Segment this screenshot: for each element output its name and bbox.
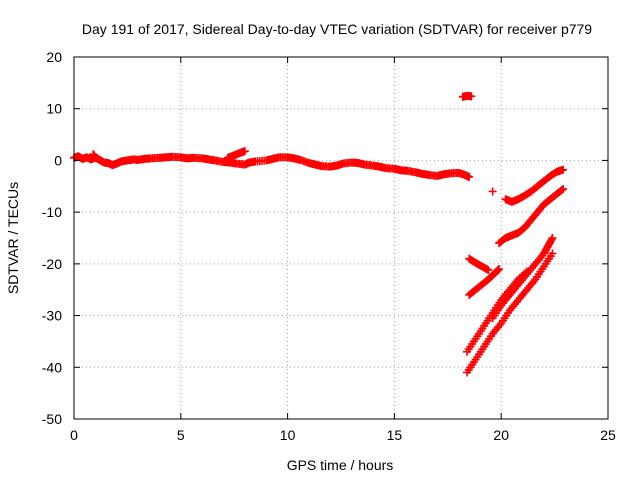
x-tick-label: 5 (177, 427, 185, 443)
data-series-10 (488, 234, 557, 323)
data-point (547, 235, 556, 244)
plot-frame (73, 56, 609, 420)
data-series-1 (70, 147, 474, 181)
x-tick-label: 0 (70, 427, 78, 443)
data-points (70, 91, 568, 377)
data-series-7 (501, 165, 568, 206)
y-tick-label: -40 (42, 359, 62, 375)
data-point (548, 234, 557, 242)
data-point (559, 165, 568, 174)
data-point (548, 249, 557, 258)
data-point (559, 184, 568, 193)
data-series-5 (465, 265, 504, 299)
x-tick-label: 10 (280, 427, 296, 443)
data-point (465, 172, 474, 181)
data-point (495, 265, 504, 274)
data-point (493, 266, 502, 275)
data-series-2 (458, 91, 476, 101)
data-point (557, 185, 566, 194)
y-tick-label: -30 (42, 308, 62, 324)
y-tick-label: -10 (42, 204, 62, 220)
y-tick-label: 10 (46, 101, 62, 117)
y-tick-label: 20 (46, 49, 62, 65)
data-point (240, 147, 249, 156)
data-series-6 (495, 184, 568, 248)
data-series-3 (488, 187, 497, 196)
data-point (484, 266, 493, 275)
grid-lines (74, 57, 608, 419)
y-tick-label: -50 (42, 411, 62, 427)
axis-ticks: 0 5 10 15 20 25 -50 -40 -30 -20 -10 0 10 20 (42, 49, 616, 443)
data-point (467, 92, 476, 101)
y-tick-label: -20 (42, 256, 62, 272)
data-point (494, 265, 503, 274)
x-tick-label: 25 (600, 427, 616, 443)
x-tick-label: 15 (387, 427, 403, 443)
x-axis-label: GPS time / hours (287, 457, 394, 473)
y-tick-label: 0 (54, 152, 62, 168)
data-series-4 (465, 254, 493, 275)
data-point (91, 153, 100, 162)
data-series-9 (463, 249, 557, 377)
chart-title: Day 191 of 2017, Sidereal Day-to-day VTE… (82, 21, 592, 37)
y-axis-label: SDTVAR / TECUs (5, 182, 21, 294)
x-tick-label: 20 (493, 427, 509, 443)
data-point (488, 187, 497, 196)
